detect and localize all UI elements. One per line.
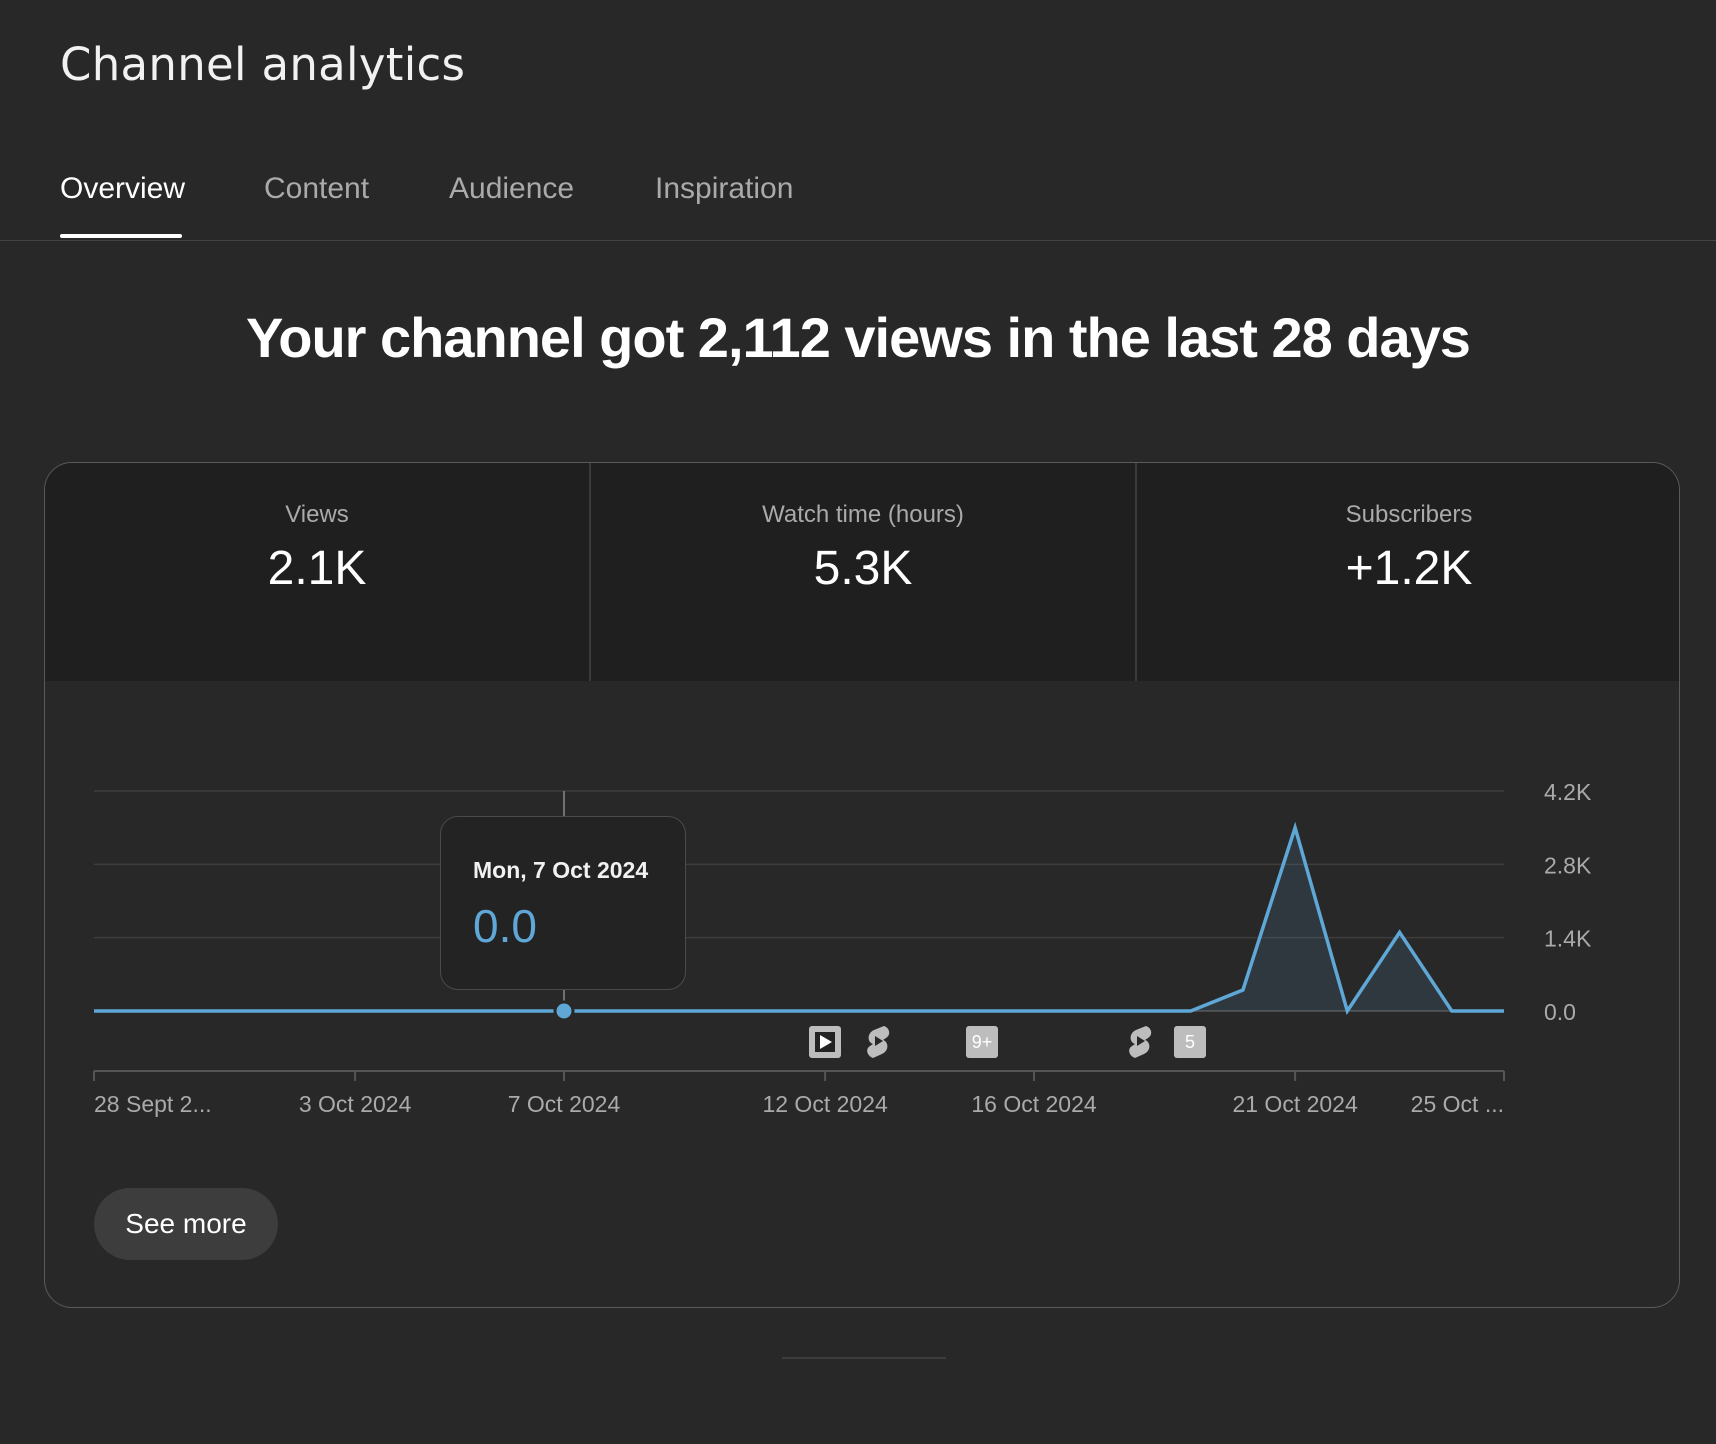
active-tab-indicator xyxy=(60,234,182,238)
metric-label: Watch time (hours) xyxy=(762,501,964,528)
badge-count: 5 xyxy=(1184,1031,1195,1052)
metric-value: +1.2K xyxy=(1345,542,1473,595)
tab-audience[interactable]: Audience xyxy=(449,172,575,205)
tooltip-value: 0.0 xyxy=(473,900,537,952)
metric-label: Views xyxy=(285,501,349,528)
count-badge[interactable]: 9+ xyxy=(966,1026,998,1058)
x-tick-label: 28 Sept 2... xyxy=(94,1091,212,1117)
shorts-icon[interactable] xyxy=(864,1024,892,1063)
count-badge[interactable]: 5 xyxy=(1174,1026,1206,1058)
analytics-card: Views 2.1K Watch time (hours) 5.3K Subsc… xyxy=(44,462,1680,1308)
x-tick-label: 12 Oct 2024 xyxy=(762,1091,888,1117)
video-play-icon[interactable] xyxy=(809,1026,841,1058)
page-title: Channel analytics xyxy=(60,38,466,91)
tooltip-date: Mon, 7 Oct 2024 xyxy=(473,857,649,883)
tab-inspiration[interactable]: Inspiration xyxy=(655,172,794,205)
metric-label: Subscribers xyxy=(1345,501,1473,528)
series-line xyxy=(94,821,1504,1016)
metric-views[interactable]: Views 2.1K xyxy=(45,463,591,681)
summary-headline: Your channel got 2,112 views in the last… xyxy=(246,306,1471,369)
bottom-divider xyxy=(782,1357,946,1359)
x-tick-label: 7 Oct 2024 xyxy=(508,1091,621,1117)
x-tick-label: 3 Oct 2024 xyxy=(299,1091,412,1117)
tab-overview[interactable]: Overview xyxy=(60,172,186,205)
x-tick-label: 16 Oct 2024 xyxy=(971,1091,1097,1117)
metric-value: 2.1K xyxy=(267,542,367,595)
y-tick-label: 4.2K xyxy=(1544,779,1592,805)
x-tick-label: 21 Oct 2024 xyxy=(1232,1091,1358,1117)
shorts-icon[interactable] xyxy=(1126,1024,1154,1063)
tab-content[interactable]: Content xyxy=(264,172,370,205)
see-more-button[interactable]: See more xyxy=(94,1188,278,1260)
highlight-point xyxy=(553,1000,575,1022)
y-tick-label: 2.8K xyxy=(1544,852,1592,878)
series-area xyxy=(94,827,1504,1011)
metric-subscribers[interactable]: Subscribers +1.2K xyxy=(1137,463,1679,681)
metric-value: 5.3K xyxy=(813,542,913,595)
metric-watch-time[interactable]: Watch time (hours) 5.3K xyxy=(591,463,1137,681)
y-tick-label: 0.0 xyxy=(1544,999,1576,1025)
tab-bar: Overview Content Audience Inspiration xyxy=(0,160,1716,241)
chart-tooltip: Mon, 7 Oct 2024 0.0 xyxy=(440,816,686,990)
x-tick-label: 25 Oct ... xyxy=(1411,1091,1504,1117)
y-tick-label: 1.4K xyxy=(1544,926,1592,952)
badge-count: 9+ xyxy=(971,1031,993,1052)
